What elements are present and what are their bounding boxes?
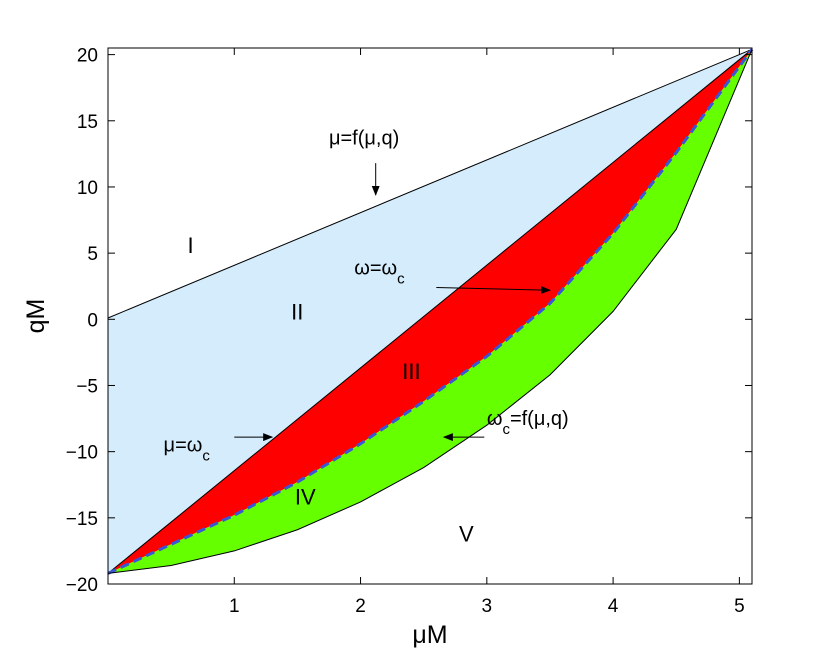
region-label-V: V [459,522,474,547]
axes-frame [107,47,753,585]
region-label-I: I [188,233,194,258]
x-tick-label: 4 [608,596,619,617]
x-tick-label: 5 [734,596,745,617]
annotation-text: μ=ωc [164,435,211,465]
x-tick-label: 3 [482,596,493,617]
series-lines [107,48,754,575]
axes-box [107,47,753,585]
y-tick-label: 10 [77,178,98,199]
series-line-3 [107,48,754,575]
annotation-text: μ=f(μ,q) [329,128,399,150]
y-tick-label: 15 [77,112,98,133]
annotation-2: ω=ωc [354,257,551,294]
annotation-1: μ=f(μ,q) [329,128,399,196]
series-line-2 [107,48,753,574]
y-tick-label: 5 [87,244,98,265]
y-tick-label: −15 [66,509,98,530]
annotation-text: ω=ωc [354,257,405,287]
y-tick-label: 0 [87,310,98,331]
y-tick-label: −5 [76,376,98,397]
axis-ticks: 1 2 3 4 5 20 15 10 5 0 −5 −10 −15 −20 [66,46,752,617]
series-line-1 [107,48,753,319]
y-axis-label: qM [22,299,50,334]
series-line-4 [107,49,753,574]
x-axis-label: μM [412,621,447,649]
y-tick-label: 20 [77,46,98,67]
annotation-4: ωc=f(μ,q) [442,408,569,442]
y-tick-label: −20 [66,575,98,596]
annotation-3: μ=ωc [164,433,274,465]
region-label-IV: IV [295,485,316,510]
region-label-III: III [402,359,420,384]
annotation-text: ωc=f(μ,q) [487,408,569,438]
region-label-II: II [291,299,303,324]
x-tick-label: 1 [229,596,240,617]
y-tick-label: −10 [66,443,98,464]
annotations: μ=f(μ,q) ω=ωc μ=ωc ωc=f(μ,q) [164,128,569,465]
x-tick-label: 2 [355,596,366,617]
annotation-arrow [436,285,551,294]
